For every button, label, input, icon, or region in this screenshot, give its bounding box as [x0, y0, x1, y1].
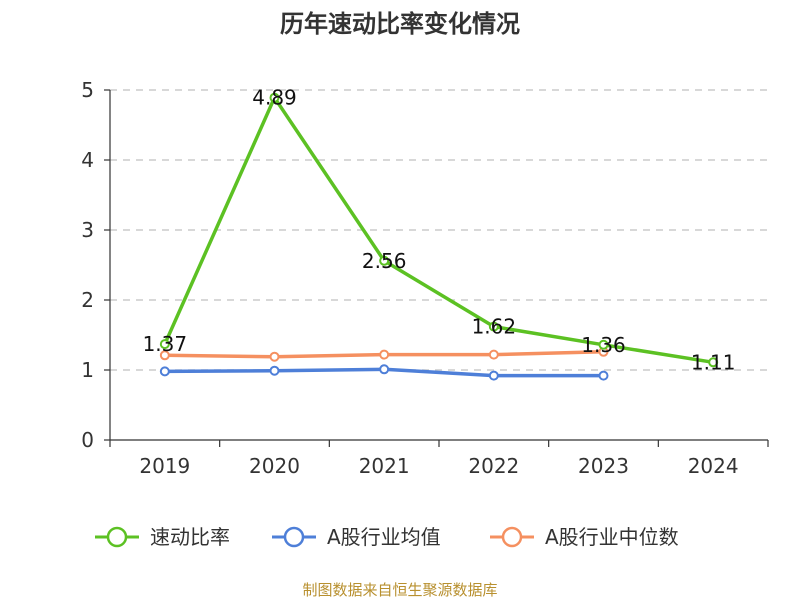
legend-marker: [501, 526, 523, 548]
x-tick-label: 2020: [249, 454, 300, 478]
data-point: [379, 364, 390, 375]
data-point: [598, 339, 609, 350]
legend-label: 速动比率: [150, 525, 230, 549]
legend[interactable]: 速动比率 A股行业均值 A股行业中位数: [95, 525, 679, 549]
series-line-0: [163, 95, 714, 365]
data-point: [159, 339, 170, 350]
data-point: [379, 255, 390, 266]
y-tick-label: 2: [81, 288, 94, 312]
x-tick-label: 2024: [688, 454, 739, 478]
y-tick-label: 5: [81, 78, 94, 102]
data-point: [708, 357, 719, 368]
legend-marker: [106, 526, 128, 548]
data-point: [159, 350, 170, 361]
y-tick-label: 0: [81, 428, 94, 452]
series-group: [159, 92, 719, 381]
x-tick-label: 2019: [139, 454, 190, 478]
chart-title: 历年速动比率变化情况: [280, 10, 520, 38]
x-tick-label: 2023: [578, 454, 629, 478]
axes: 0 1 2 3 4 5 2019 2020 2021 2022 2023 2024: [81, 78, 769, 478]
legend-label: A股行业中位数: [545, 525, 679, 549]
data-point: [159, 366, 170, 377]
data-point: [269, 351, 280, 362]
x-tick-label: 2021: [359, 454, 410, 478]
data-label: 1.36: [581, 333, 626, 357]
data-label: 4.89: [252, 86, 297, 110]
data-label: 1.62: [472, 315, 517, 339]
data-point: [269, 92, 280, 103]
x-tick-label: 2022: [468, 454, 519, 478]
legend-item[interactable]: 速动比率: [95, 525, 230, 549]
data-point: [488, 349, 499, 360]
data-point: [488, 370, 499, 381]
legend-item[interactable]: A股行业均值: [272, 525, 441, 549]
legend-label: A股行业均值: [327, 525, 441, 549]
data-point: [379, 349, 390, 360]
data-label: 2.56: [362, 249, 407, 273]
y-tick-label: 4: [81, 148, 94, 172]
legend-item[interactable]: A股行业中位数: [490, 525, 679, 549]
data-label: 1.11: [691, 350, 736, 374]
grid-lines: [110, 89, 768, 371]
data-point: [598, 370, 609, 381]
y-tick-label: 3: [81, 218, 94, 242]
legend-marker: [283, 526, 305, 548]
source-note: 制图数据来自恒生聚源数据库: [302, 581, 497, 599]
data-point: [269, 365, 280, 376]
y-tick-label: 1: [81, 358, 94, 382]
data-point: [488, 321, 499, 332]
data-labels: 1.37 4.89 2.56 1.62 1.36 1.11: [143, 86, 736, 375]
data-label: 1.37: [143, 332, 188, 356]
